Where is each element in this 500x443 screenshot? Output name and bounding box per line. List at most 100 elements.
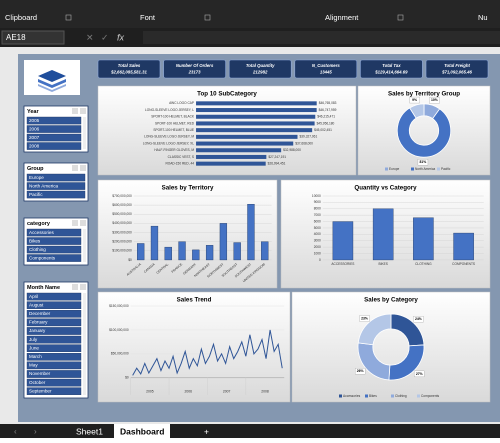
tab-prev[interactable]: ‹ <box>14 427 17 436</box>
x-tick-label: COMPONENTS <box>452 262 475 266</box>
bar <box>196 141 294 146</box>
slicer-item[interactable] <box>26 237 82 245</box>
slicer-item[interactable] <box>26 133 82 142</box>
kpi-value: 23173 <box>188 70 202 75</box>
slicer-item[interactable] <box>26 182 86 190</box>
kpi-label: Total Quantity <box>246 63 275 68</box>
sheet-tab: Sheet1 <box>76 426 103 436</box>
clear-filter[interactable] <box>80 284 86 290</box>
slicer-item-label: Accessories <box>29 230 54 235</box>
dialog-launcher[interactable] <box>204 14 211 21</box>
slicer-item-label: Pacific <box>29 192 43 197</box>
bar <box>196 121 315 126</box>
slicer-item[interactable] <box>26 142 82 150</box>
y-tick-label: 6000 <box>314 219 321 223</box>
bar-label: HALF-FINGER GLOVES, M <box>154 148 194 152</box>
slicer-item[interactable] <box>26 335 82 344</box>
x-group-label: 2008 <box>261 390 269 394</box>
scrollbar[interactable] <box>83 117 86 149</box>
slicer-item[interactable] <box>26 361 82 370</box>
scrollbar[interactable] <box>83 293 86 395</box>
slicer-item[interactable] <box>26 116 82 125</box>
x-tick-label: CLOTHING <box>415 262 432 266</box>
data-label: $45,002,451 <box>314 128 332 132</box>
data-label: $45,956,180 <box>317 121 335 125</box>
cell-ref: AE18 <box>6 33 26 42</box>
slicer-item[interactable] <box>26 378 82 387</box>
y-tick-label: $300,000,000 <box>112 230 132 234</box>
slicer-item[interactable] <box>26 370 82 378</box>
clear-filter[interactable] <box>80 220 86 226</box>
slicer-item[interactable] <box>26 228 82 237</box>
multi-select[interactable] <box>72 165 78 171</box>
multi-select[interactable] <box>72 284 78 290</box>
slicer-item[interactable] <box>26 245 82 254</box>
slicer-item-label: Components <box>29 255 56 260</box>
y-tick-label: $200,000,000 <box>112 240 132 244</box>
multi-select[interactable] <box>72 220 78 226</box>
slicer-item[interactable] <box>26 301 82 310</box>
data-label: $46,747,959 <box>319 108 337 112</box>
slicer-item-label: September <box>29 388 52 393</box>
slicer-title: Year <box>27 109 39 115</box>
tab-bar <box>0 424 500 438</box>
chart-title: Sales by Territory Group <box>388 91 460 98</box>
dialog-launcher[interactable] <box>397 14 404 21</box>
donut-slice <box>396 107 452 158</box>
active-tab[interactable] <box>114 424 170 438</box>
bar <box>150 225 159 261</box>
bar <box>205 245 214 261</box>
bar <box>233 242 241 261</box>
slicer-item-label: December <box>29 311 51 316</box>
kpi-value: $71,092,065.46 <box>441 70 472 75</box>
slicer-item[interactable] <box>26 344 82 353</box>
name-box[interactable] <box>1 30 65 45</box>
chart-title: Quantity vs Category <box>354 185 417 192</box>
data-label-box <box>413 316 424 323</box>
slicer-item[interactable] <box>26 387 82 396</box>
y-tick-label: $100,000,000 <box>109 328 129 332</box>
slicer-item[interactable] <box>26 310 82 318</box>
chart-title: Top 10 SubCategory <box>197 91 257 98</box>
fx-icon[interactable]: fx <box>117 32 125 42</box>
bar <box>219 223 228 261</box>
y-tick-label: $400,000,000 <box>112 221 132 225</box>
y-tick-label: 7000 <box>314 213 321 217</box>
y-tick-label: 4000 <box>314 232 321 236</box>
clear-filter[interactable] <box>80 165 86 171</box>
slicer-item-label: Clothing <box>29 247 46 252</box>
slicer-item[interactable] <box>26 353 82 361</box>
bar <box>196 108 317 113</box>
slicer-item[interactable] <box>26 327 82 335</box>
data-label: 24% <box>415 317 422 321</box>
multi-select[interactable] <box>72 108 78 114</box>
slicer-item[interactable] <box>26 292 82 301</box>
bar <box>261 241 269 261</box>
tab-next[interactable]: › <box>34 427 37 436</box>
clear-filter[interactable] <box>80 108 86 114</box>
dialog-launcher[interactable] <box>65 14 72 21</box>
slicer-item[interactable] <box>26 254 82 262</box>
slicer-item-label: May <box>29 363 38 368</box>
legend-label: North America <box>415 167 435 171</box>
bar-label: SPORT-100 HELMET, RED <box>155 121 195 125</box>
chart-title: Sales by Territory <box>162 185 214 192</box>
slicer-item[interactable] <box>26 190 86 199</box>
donut-slice <box>357 313 392 346</box>
legend-swatch <box>437 167 440 171</box>
bar <box>196 148 282 153</box>
cancel-icon[interactable]: ✕ <box>86 32 94 42</box>
y-tick-label: $150,000,000 <box>109 304 129 308</box>
formula-input[interactable] <box>143 31 500 44</box>
y-tick-label: $700,000,000 <box>112 194 132 198</box>
scrollbar[interactable] <box>83 229 86 262</box>
slicer-item[interactable] <box>26 125 82 133</box>
slicer-item[interactable] <box>26 173 86 182</box>
slicer-item[interactable] <box>26 318 82 327</box>
kpi-label: Total Tax <box>382 63 401 68</box>
ribbon-group: Font <box>140 13 156 22</box>
legend-label: Europe <box>389 167 400 171</box>
y-tick-label: $0 <box>128 258 132 262</box>
enter-icon[interactable]: ✓ <box>101 32 109 42</box>
ribbon-group: Clipboard <box>5 13 37 22</box>
